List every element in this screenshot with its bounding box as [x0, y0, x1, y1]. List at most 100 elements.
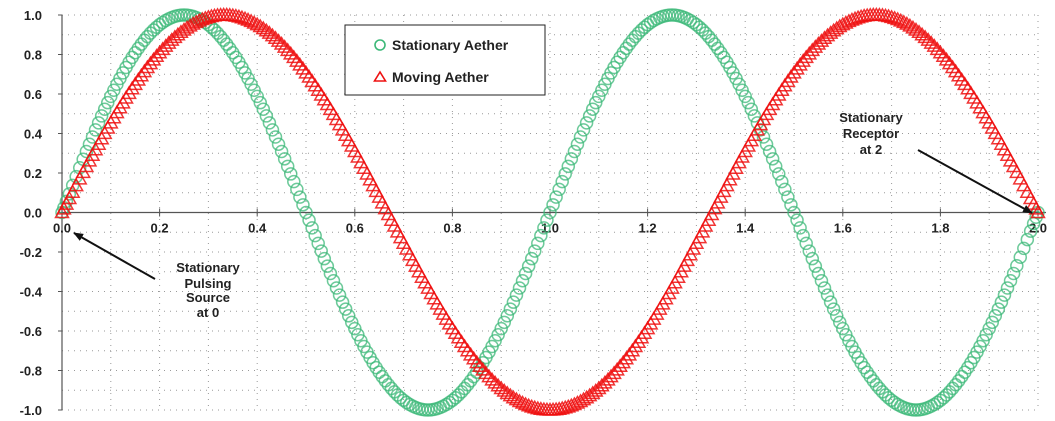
data-point-stationary-aether — [704, 33, 719, 48]
data-point-stationary-aether — [274, 144, 289, 159]
data-point-stationary-aether — [341, 309, 356, 323]
data-point-moving-aether — [194, 11, 211, 26]
data-point-stationary-aether — [323, 266, 338, 281]
data-point-moving-aether — [801, 45, 818, 60]
data-point-moving-aether — [64, 184, 81, 198]
x-tick-label: 0.0 — [53, 221, 71, 236]
data-point-stationary-aether — [216, 33, 231, 48]
y-tick-label: -1.0 — [20, 403, 42, 418]
data-point-stationary-aether — [280, 159, 295, 174]
data-point-moving-aether — [850, 9, 866, 24]
data-point-stationary-aether — [256, 102, 271, 116]
data-point-moving-aether — [240, 12, 256, 26]
data-point-moving-aether — [920, 32, 936, 46]
data-point-moving-aether — [914, 26, 930, 41]
data-point-stationary-aether — [802, 244, 816, 258]
data-point-stationary-aether — [567, 144, 582, 159]
data-point-stationary-aether — [707, 37, 722, 51]
data-point-moving-aether — [908, 21, 924, 36]
data-point-stationary-aether — [332, 288, 347, 302]
data-point-stationary-aether — [558, 167, 572, 181]
data-point-stationary-aether — [814, 274, 829, 288]
data-point-moving-aether — [889, 11, 906, 26]
data-point-stationary-aether — [335, 295, 350, 309]
data-point-stationary-aether — [290, 182, 304, 197]
data-point-stationary-aether — [253, 95, 267, 110]
grid — [61, 14, 1039, 411]
data-point-stationary-aether — [271, 137, 286, 151]
data-point-moving-aether — [508, 391, 525, 406]
data-point-stationary-aether — [744, 102, 759, 116]
x-tick-labels: 0.0 0.2 0.4 0.6 0.8 1.0 1.2 1.4 1.6 1.8 2.0 — [53, 221, 1047, 236]
data-point-stationary-aether — [524, 251, 539, 266]
data-point-stationary-aether — [1010, 259, 1024, 273]
data-point-moving-aether — [279, 42, 296, 57]
data-point-stationary-aether — [284, 167, 298, 181]
data-point-stationary-aether — [299, 205, 313, 220]
data-point-stationary-aether — [293, 190, 307, 204]
data-point-stationary-aether — [512, 281, 527, 295]
annotation-receptor-arrow — [917, 149, 1033, 214]
data-point-stationary-aether — [515, 274, 530, 288]
data-point-moving-aether — [289, 53, 305, 67]
data-point-moving-aether — [896, 14, 912, 29]
data-point-moving-aether — [792, 56, 808, 71]
data-point-stationary-aether — [759, 137, 774, 151]
y-tick-label: -0.2 — [20, 245, 42, 260]
legend-label-stationary-aether: Stationary Aether — [392, 37, 509, 53]
annotation-source-line-4: at 0 — [197, 305, 219, 320]
data-point-moving-aether — [243, 13, 259, 28]
data-point-moving-aether — [819, 27, 836, 42]
x-tick-label: 0.8 — [443, 221, 461, 236]
data-point-stationary-aether — [259, 109, 274, 123]
data-point-moving-aether — [499, 385, 516, 400]
data-point-moving-aether — [490, 377, 506, 392]
data-point-moving-aether — [151, 44, 168, 59]
data-point-stationary-aether — [91, 116, 106, 130]
data-point-moving-aether — [286, 49, 302, 64]
data-point-moving-aether — [267, 30, 284, 45]
data-point-stationary-aether — [768, 159, 783, 174]
data-point-moving-aether — [923, 35, 940, 49]
data-point-stationary-aether — [308, 228, 322, 243]
data-point-moving-aether — [258, 22, 275, 37]
data-point-stationary-aether — [564, 152, 579, 166]
x-tick-label: 0.4 — [248, 221, 267, 236]
data-point-stationary-aether — [805, 251, 820, 266]
data-point-stationary-aether — [570, 137, 585, 151]
data-point-stationary-aether — [778, 182, 792, 197]
data-point-stationary-aether — [756, 130, 771, 144]
data-point-stationary-aether — [88, 123, 103, 137]
annotation-source-line-2: Pulsing — [185, 276, 232, 291]
data-point-moving-aether — [926, 38, 943, 52]
data-point-moving-aether — [261, 25, 278, 39]
data-point-stationary-aether — [326, 274, 341, 288]
data-point-stationary-aether — [741, 95, 755, 110]
data-point-stationary-aether — [348, 321, 362, 336]
data-point-stationary-aether — [747, 109, 762, 123]
data-point-moving-aether — [935, 48, 952, 62]
data-point-stationary-aether — [546, 198, 560, 212]
data-point-stationary-aether — [463, 374, 478, 388]
annotation-source: Stationary Pulsing Source at 0 — [73, 232, 241, 320]
data-point-stationary-aether — [775, 174, 789, 189]
data-point-stationary-aether — [528, 244, 542, 258]
data-point-moving-aether — [609, 361, 625, 376]
data-point-stationary-aether — [817, 281, 832, 295]
data-point-moving-aether — [938, 51, 955, 66]
data-point-moving-aether — [68, 177, 84, 192]
data-point-moving-aether — [615, 354, 631, 369]
data-point-moving-aether — [505, 389, 522, 404]
data-point-stationary-aether — [460, 377, 475, 392]
data-point-stationary-aether — [537, 221, 551, 235]
data-point-stationary-aether — [518, 266, 533, 281]
legend: Stationary Aether Moving Aether — [344, 24, 546, 96]
y-tick-label: -0.4 — [20, 285, 43, 300]
y-tick-label: 0.2 — [24, 166, 42, 181]
data-point-stationary-aether — [1000, 281, 1015, 295]
data-point-moving-aether — [917, 29, 933, 44]
data-point-stationary-aether — [790, 213, 804, 227]
data-point-stationary-aether — [509, 288, 524, 302]
data-point-stationary-aether — [250, 89, 264, 104]
